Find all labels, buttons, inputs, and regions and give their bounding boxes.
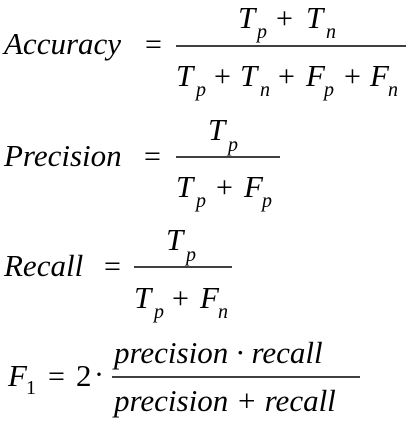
recall-lhs: Recall — [3, 248, 83, 283]
precision-equals: = — [144, 140, 161, 173]
formula-precision: Precision = T p T p + F p — [3, 112, 280, 212]
den-sub-p: p — [194, 79, 206, 101]
den-sub-p: p — [260, 190, 272, 212]
den-T: T — [176, 169, 196, 204]
den-sub-n: n — [388, 79, 398, 101]
den-sub-p: p — [322, 79, 334, 101]
den-F: F — [369, 58, 390, 93]
num-sub-p: p — [255, 21, 267, 43]
den-F: F — [305, 58, 326, 93]
num-T: T — [208, 112, 228, 147]
num-sub-n: n — [326, 21, 336, 43]
accuracy-denominator: T p + T n + F p + F n — [176, 58, 398, 101]
den-T: T — [240, 58, 260, 93]
num-T: T — [306, 0, 326, 35]
recall-denominator: T p + F n — [134, 280, 228, 323]
f1-coefficient: 2 — [76, 358, 92, 393]
f1-dot: · — [94, 358, 104, 391]
precision-numerator: T p — [208, 112, 238, 156]
f1-lhs-sub: 1 — [26, 377, 36, 399]
den-sub-n: n — [218, 301, 228, 323]
den-sub-p: p — [152, 301, 164, 323]
accuracy-equals: = — [145, 28, 162, 61]
den-F: F — [199, 280, 220, 315]
num-T: T — [166, 222, 186, 257]
precision-denominator: T p + F p — [176, 169, 272, 212]
formula-f1: F 1 = 2 · precision · recall precision +… — [7, 335, 360, 418]
den-plus: + — [172, 282, 189, 315]
f1-denominator: precision + recall — [112, 383, 336, 418]
accuracy-numerator: T p + T n — [238, 0, 336, 43]
den-plus: + — [214, 60, 231, 93]
f1-numerator: precision · recall — [112, 335, 323, 370]
f1-lhs: F — [7, 358, 28, 393]
num-sub-p: p — [184, 244, 196, 266]
num-sub-p: p — [226, 134, 238, 156]
precision-lhs: Precision — [3, 138, 122, 173]
den-plus: + — [344, 60, 361, 93]
f1-equals: = — [48, 360, 65, 393]
den-sub-n: n — [260, 79, 270, 101]
den-sub-p: p — [194, 190, 206, 212]
recall-equals: = — [104, 250, 121, 283]
accuracy-lhs: Accuracy — [2, 26, 121, 61]
den-plus: + — [278, 60, 295, 93]
formula-recall: Recall = T p T p + F n — [3, 222, 232, 323]
den-T: T — [134, 280, 154, 315]
den-F: F — [243, 169, 264, 204]
recall-numerator: T p — [166, 222, 196, 266]
num-plus: + — [276, 2, 293, 35]
formula-accuracy: Accuracy = T p + T n T p + T n + F p + F… — [2, 0, 406, 101]
num-T: T — [238, 0, 258, 35]
den-plus: + — [216, 171, 233, 204]
den-T: T — [176, 58, 196, 93]
